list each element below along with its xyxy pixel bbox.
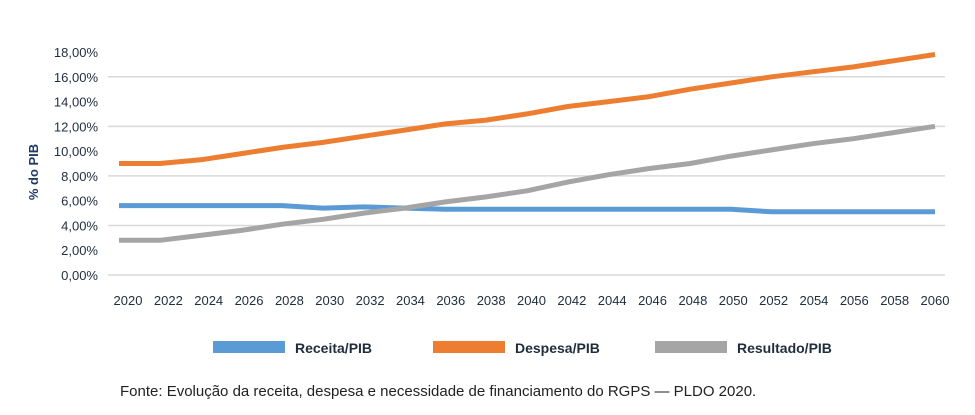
x-tick-label: 2026 (235, 293, 264, 308)
legend-swatch (213, 341, 285, 353)
y-tick-label: 2,00% (61, 243, 98, 258)
x-tick-label: 2038 (477, 293, 506, 308)
x-tick-label: 2022 (154, 293, 183, 308)
legend-label: Receita/PIB (295, 340, 372, 356)
y-tick-label: 16,00% (54, 70, 99, 85)
x-tick-label: 2048 (678, 293, 707, 308)
y-tick-label: 0,00% (61, 268, 98, 283)
series-line-despesa-pib (119, 52, 936, 166)
line-chart: 0,00% 2,00% 4,00% 6,00% 8,00% 10,00% 12,00% 14,… (26, 45, 950, 356)
x-tick-label: 2028 (275, 293, 304, 308)
x-tick-label: 2046 (638, 293, 667, 308)
y-tick-label: 14,00% (54, 95, 99, 110)
x-tick-label: 2054 (799, 293, 828, 308)
legend-swatch (433, 341, 505, 353)
y-axis-ticks: 0,00% 2,00% 4,00% 6,00% 8,00% 10,00% 12,00% 14,… (54, 45, 99, 283)
x-tick-label: 2036 (436, 293, 465, 308)
x-tick-label: 2060 (921, 293, 950, 308)
y-tick-label: 10,00% (54, 144, 99, 159)
x-tick-label: 2020 (114, 293, 143, 308)
legend: Receita/PIB Despesa/PIB Resultado/PIB (213, 340, 832, 356)
x-tick-label: 2030 (315, 293, 344, 308)
x-tick-label: 2024 (194, 293, 223, 308)
y-tick-label: 12,00% (54, 119, 99, 134)
x-tick-label: 2032 (356, 293, 385, 308)
x-tick-label: 2050 (719, 293, 748, 308)
y-tick-label: 8,00% (61, 169, 98, 184)
x-tick-label: 2040 (517, 293, 546, 308)
x-axis-ticks: 2020 2022 2024 2026 2028 2030 2032 2034 2036 2038… (114, 293, 950, 308)
x-tick-label: 2042 (557, 293, 586, 308)
series-lines (118, 52, 936, 243)
y-axis-label: % do PIB (26, 144, 41, 200)
x-tick-label: 2056 (840, 293, 869, 308)
series-line-receita-pib (119, 203, 935, 215)
y-tick-label: 4,00% (61, 218, 98, 233)
x-tick-label: 2052 (759, 293, 788, 308)
x-tick-label: 2058 (880, 293, 909, 308)
series-line-resultado-pib (119, 123, 936, 243)
y-tick-label: 6,00% (61, 194, 98, 209)
legend-swatch (655, 341, 727, 353)
gridlines (108, 76, 945, 276)
y-tick-label: 18,00% (54, 45, 99, 60)
legend-label: Resultado/PIB (737, 340, 832, 356)
x-tick-label: 2044 (598, 293, 627, 308)
x-tick-label: 2034 (396, 293, 425, 308)
source-caption: Fonte: Evolução da receita, despesa e ne… (120, 383, 757, 400)
legend-label: Despesa/PIB (515, 340, 600, 356)
